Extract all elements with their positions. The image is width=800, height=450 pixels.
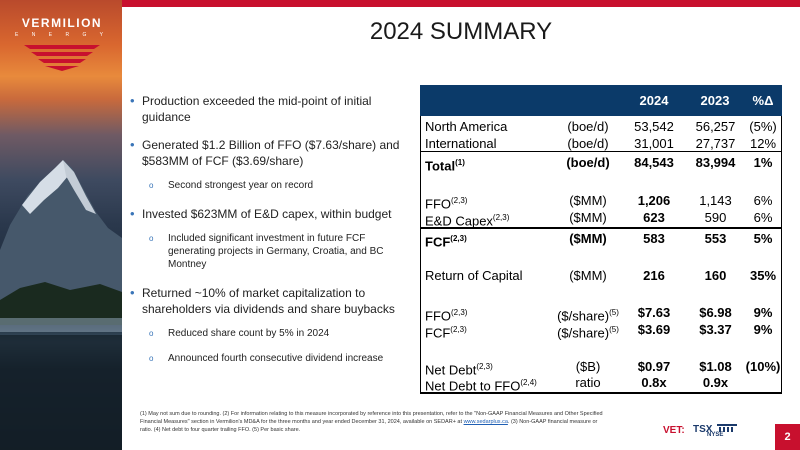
exchange-listing: VET: TSX NYSE (663, 422, 743, 442)
table-row: Return of Capital ($MM) 216 160 35% (425, 268, 777, 283)
divider-fcf (420, 227, 782, 229)
summary-table: 2024 2023 %Δ North America (boe/d) 53,542 5… (420, 85, 782, 394)
header-2024: 2024 (639, 93, 669, 108)
table-border-left (420, 116, 421, 394)
logo-subtitle: E N E R G Y (15, 32, 109, 38)
page-title: 2024 SUMMARY (369, 18, 553, 45)
table-row: FFO(2,3) ($/share)(5) $7.63 $6.98 9% (425, 305, 773, 324)
header-2023: 2023 (700, 93, 730, 108)
table-row: Net Debt(2,3) ($B) $0.97 $1.08 (10%) (425, 359, 781, 378)
sub-bullet-share-count: Reduced share count by 5% in 2024 (128, 327, 406, 340)
table-row: International (boe/d) 31,001 27,737 12% (425, 136, 777, 151)
logo-wordmark: VERMILION (21, 16, 103, 30)
footnote: (1) May not sum due to rounding. (2) For… (140, 411, 603, 433)
bullet-capex: Invested $623MM of E&D capex, within bud… (128, 206, 406, 222)
table-row-fcf: FCF(2,3) ($MM) 583 553 5% (425, 231, 773, 250)
table-header: 2024 2023 %Δ (420, 85, 782, 116)
nyse-logo: NYSE (707, 432, 724, 438)
summary-bullets: Production exceeded the mid-point of ini… (128, 93, 406, 379)
sub-bullet-record-year: Second strongest year on record (128, 179, 406, 192)
table-row: FCF(2,3) ($/share)(5) $3.69 $3.37 9% (425, 322, 773, 341)
sub-bullet-investment: Included significant investment in futur… (128, 232, 406, 271)
sedar-link[interactable]: www.sedarplus.ca (463, 419, 508, 425)
bullet-production: Production exceeded the mid-point of ini… (128, 93, 406, 125)
company-logo: VERMILION E N E R G Y (12, 16, 112, 71)
table-row: FFO(2,3) ($MM) 1,206 1,143 6% (425, 193, 773, 212)
bullet-ffo-fcf: Generated $1.2 Billion of FFO ($7.63/sha… (128, 137, 406, 169)
sub-bullet-dividend: Announced fourth consecutive dividend in… (128, 352, 406, 365)
tsx-logo: TSX (693, 424, 713, 435)
header-pct-change: %Δ (752, 93, 774, 108)
nyse-building-icon (717, 424, 737, 432)
bullet-shareholder-returns: Returned ~10% of market capitalization t… (128, 285, 406, 317)
table-row: E&D Capex(2,3) ($MM) 623 590 6% (425, 210, 773, 229)
table-row: Net Debt to FFO(2,4) ratio 0.8x 0.9x (425, 375, 729, 394)
divider-total (420, 151, 782, 152)
sidebar-photo-panel: VERMILION E N E R G Y (0, 0, 122, 450)
table-bottom-border (420, 392, 782, 394)
top-accent-bar (122, 0, 800, 7)
mountain-landscape-image (0, 160, 122, 450)
ticker-label: VET: (663, 425, 685, 436)
logo-chevron-icon (24, 45, 100, 71)
table-border-right (781, 116, 782, 394)
table-row: North America (boe/d) 53,542 56,257 (5%) (425, 119, 777, 134)
page-number: 2 (775, 424, 800, 450)
table-row-total: Total(1) (boe/d) 84,543 83,994 1% (425, 155, 773, 174)
